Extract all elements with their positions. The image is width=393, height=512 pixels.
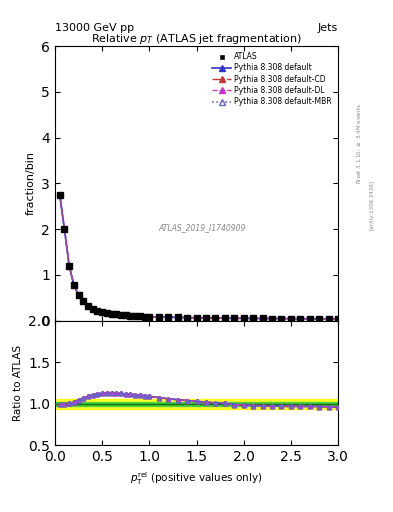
Text: Jets: Jets — [318, 23, 338, 33]
Y-axis label: fraction/bin: fraction/bin — [26, 152, 36, 216]
Title: Relative $p_{T}$ (ATLAS jet fragmentation): Relative $p_{T}$ (ATLAS jet fragmentatio… — [91, 32, 302, 46]
Legend: ATLAS, Pythia 8.308 default, Pythia 8.308 default-CD, Pythia 8.308 default-DL, P: ATLAS, Pythia 8.308 default, Pythia 8.30… — [210, 50, 334, 109]
Text: Rivet 3.1.10, $\geq$ 3.4M events: Rivet 3.1.10, $\geq$ 3.4M events — [356, 103, 364, 184]
Text: 13000 GeV pp: 13000 GeV pp — [55, 23, 134, 33]
Y-axis label: Ratio to ATLAS: Ratio to ATLAS — [13, 345, 23, 421]
X-axis label: $p_{\mathrm{T}}^{\mathrm{rel}}$ (positive values only): $p_{\mathrm{T}}^{\mathrm{rel}}$ (positiv… — [130, 470, 263, 487]
Text: [arXiv:1306.3436]: [arXiv:1306.3436] — [369, 180, 374, 230]
Text: ATLAS_2019_I1740909: ATLAS_2019_I1740909 — [158, 223, 246, 232]
